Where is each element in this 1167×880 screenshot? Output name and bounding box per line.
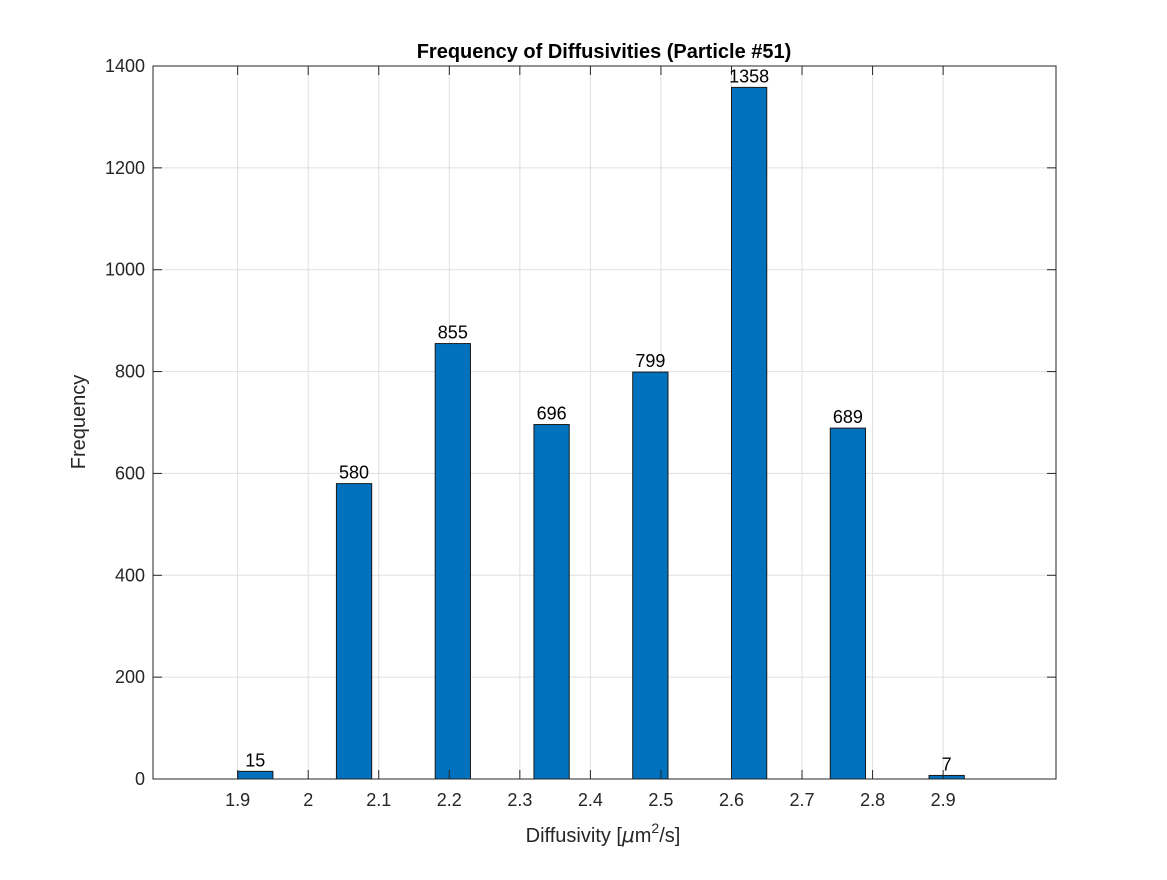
x-tick-label: 2.2 bbox=[437, 790, 462, 810]
y-axis-label: Frequency bbox=[68, 375, 90, 470]
x-axis-label: Diffusivity [μm2/s] bbox=[526, 820, 681, 847]
y-tick-label: 1000 bbox=[105, 260, 145, 280]
bar-layer bbox=[237, 86, 965, 780]
histogram-bar bbox=[829, 427, 867, 780]
data-label-layer: 15 580 855 696 799 1358 689 7 bbox=[245, 66, 951, 774]
y-tick-label: 1400 bbox=[105, 56, 145, 76]
histogram-bar bbox=[237, 770, 274, 780]
x-axis-label-unit: m bbox=[635, 825, 652, 847]
y-tick-label: 800 bbox=[115, 362, 145, 382]
x-tick-label: 2.3 bbox=[507, 790, 532, 810]
y-tick-label: 400 bbox=[115, 565, 145, 585]
x-tick-label: 2.9 bbox=[931, 790, 956, 810]
bar-data-label: 855 bbox=[438, 323, 468, 343]
x-tick-label: 2.1 bbox=[366, 790, 391, 810]
bar-data-label: 15 bbox=[245, 750, 265, 770]
chart-title: Frequency of Diffusivities (Particle #51… bbox=[417, 41, 792, 63]
plot-frame bbox=[152, 65, 1057, 780]
bar-data-label: 799 bbox=[635, 351, 665, 371]
histogram-bar bbox=[533, 424, 570, 780]
x-tick-label: 2.5 bbox=[648, 790, 673, 810]
x-axis-label-superscript: 2 bbox=[651, 820, 659, 836]
x-tick-label: 2.6 bbox=[719, 790, 744, 810]
bar-data-label: 580 bbox=[339, 463, 369, 483]
bar-data-label: 7 bbox=[942, 754, 952, 774]
histogram-bar bbox=[632, 371, 669, 780]
x-axis-label-mu: μ bbox=[621, 823, 635, 847]
x-tick-label: 2.7 bbox=[790, 790, 815, 810]
y-tick-label: 200 bbox=[115, 667, 145, 687]
bar-data-label: 689 bbox=[833, 407, 863, 427]
x-axis-label-suffix: /s] bbox=[659, 825, 680, 847]
y-tick-label: 600 bbox=[115, 463, 145, 483]
axis-layer bbox=[152, 65, 1057, 780]
histogram-bar bbox=[335, 483, 373, 780]
x-tick-label: 2 bbox=[303, 790, 313, 810]
y-tick-label: 0 bbox=[135, 769, 145, 789]
plot-area-background bbox=[153, 66, 1056, 779]
x-tick-label: 2.4 bbox=[578, 790, 603, 810]
x-tick-label: 2.8 bbox=[860, 790, 885, 810]
x-tick-label: 1.9 bbox=[225, 790, 250, 810]
bar-data-label: 696 bbox=[537, 404, 567, 424]
histogram-bar bbox=[434, 343, 471, 780]
y-tick-label: 1200 bbox=[105, 158, 145, 178]
tick-layer: 1.9 2 2.1 2.2 2.3 2.4 2.5 2.6 2.7 2.8 2.9 0 200 400 60… bbox=[105, 56, 1056, 810]
x-axis-label-prefix: Diffusivity [ bbox=[526, 825, 623, 847]
bar-data-label: 1358 bbox=[729, 66, 769, 86]
histogram-bar bbox=[730, 86, 768, 780]
histogram-bar bbox=[928, 774, 965, 780]
